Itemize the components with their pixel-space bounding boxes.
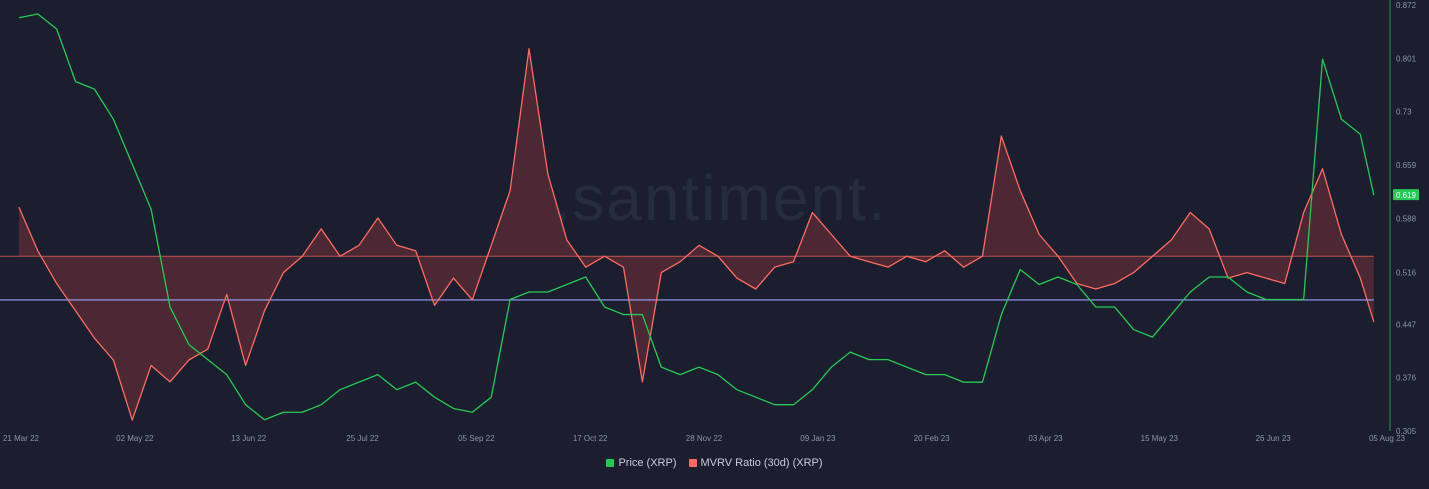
y-tick-label: 0.588 [1396,214,1417,223]
legend: Price (XRP) MVRV Ratio (30d) (XRP) [0,457,1429,469]
x-tick-label: 13 Jun 22 [231,434,267,443]
mvrv-series-line[interactable] [18,48,1375,421]
watermark: .santiment. [552,162,887,234]
x-tick-label: 20 Feb 23 [914,434,951,443]
x-tick-label: 02 May 22 [116,434,154,443]
x-tick-label: 15 May 23 [1141,434,1179,443]
price-swatch-icon [606,459,615,467]
y-tick-label: 0.305 [1396,427,1417,436]
x-tick-label: 09 Jan 23 [800,434,836,443]
x-tick-label: 28 Nov 22 [686,434,723,443]
legend-price-label: Price (XRP) [618,457,677,469]
axes: 0.872 0.801 0.73 0.659 0.588 0.516 0.447 0.376 0… [3,0,1419,443]
y-tick-label: 0.376 [1396,374,1417,383]
x-tick-label: 17 Oct 22 [573,434,608,443]
current-price-label: 0.619 [1396,191,1417,200]
legend-item-price[interactable]: Price (XRP) [606,457,677,469]
y-tick-label: 0.73 [1396,108,1412,117]
x-tick-label: 25 Jul 22 [346,434,379,443]
legend-mvrv-label: MVRV Ratio (30d) (XRP) [700,457,823,469]
y-tick-label: 0.516 [1396,268,1417,277]
current-price-badge [1393,189,1419,201]
mvrv-fill-area [18,48,1374,421]
y-tick-label: 0.872 [1396,1,1417,10]
x-tick-label: 03 Apr 23 [1028,434,1063,443]
y-tick-label: 0.801 [1396,54,1417,63]
y-tick-label: 0.447 [1396,320,1417,329]
x-tick-label: 05 Aug 23 [1369,434,1406,443]
price-series-line[interactable] [18,13,1375,421]
x-tick-label: 26 Jun 23 [1256,434,1292,443]
x-tick-label: 05 Sep 22 [458,434,495,443]
legend-item-mvrv[interactable]: MVRV Ratio (30d) (XRP) [688,457,823,469]
y-tick-label: 0.659 [1396,161,1417,170]
x-tick-label: 21 Mar 22 [3,434,40,443]
mvrv-swatch-icon [688,459,697,467]
plot-area[interactable] [0,13,1375,421]
